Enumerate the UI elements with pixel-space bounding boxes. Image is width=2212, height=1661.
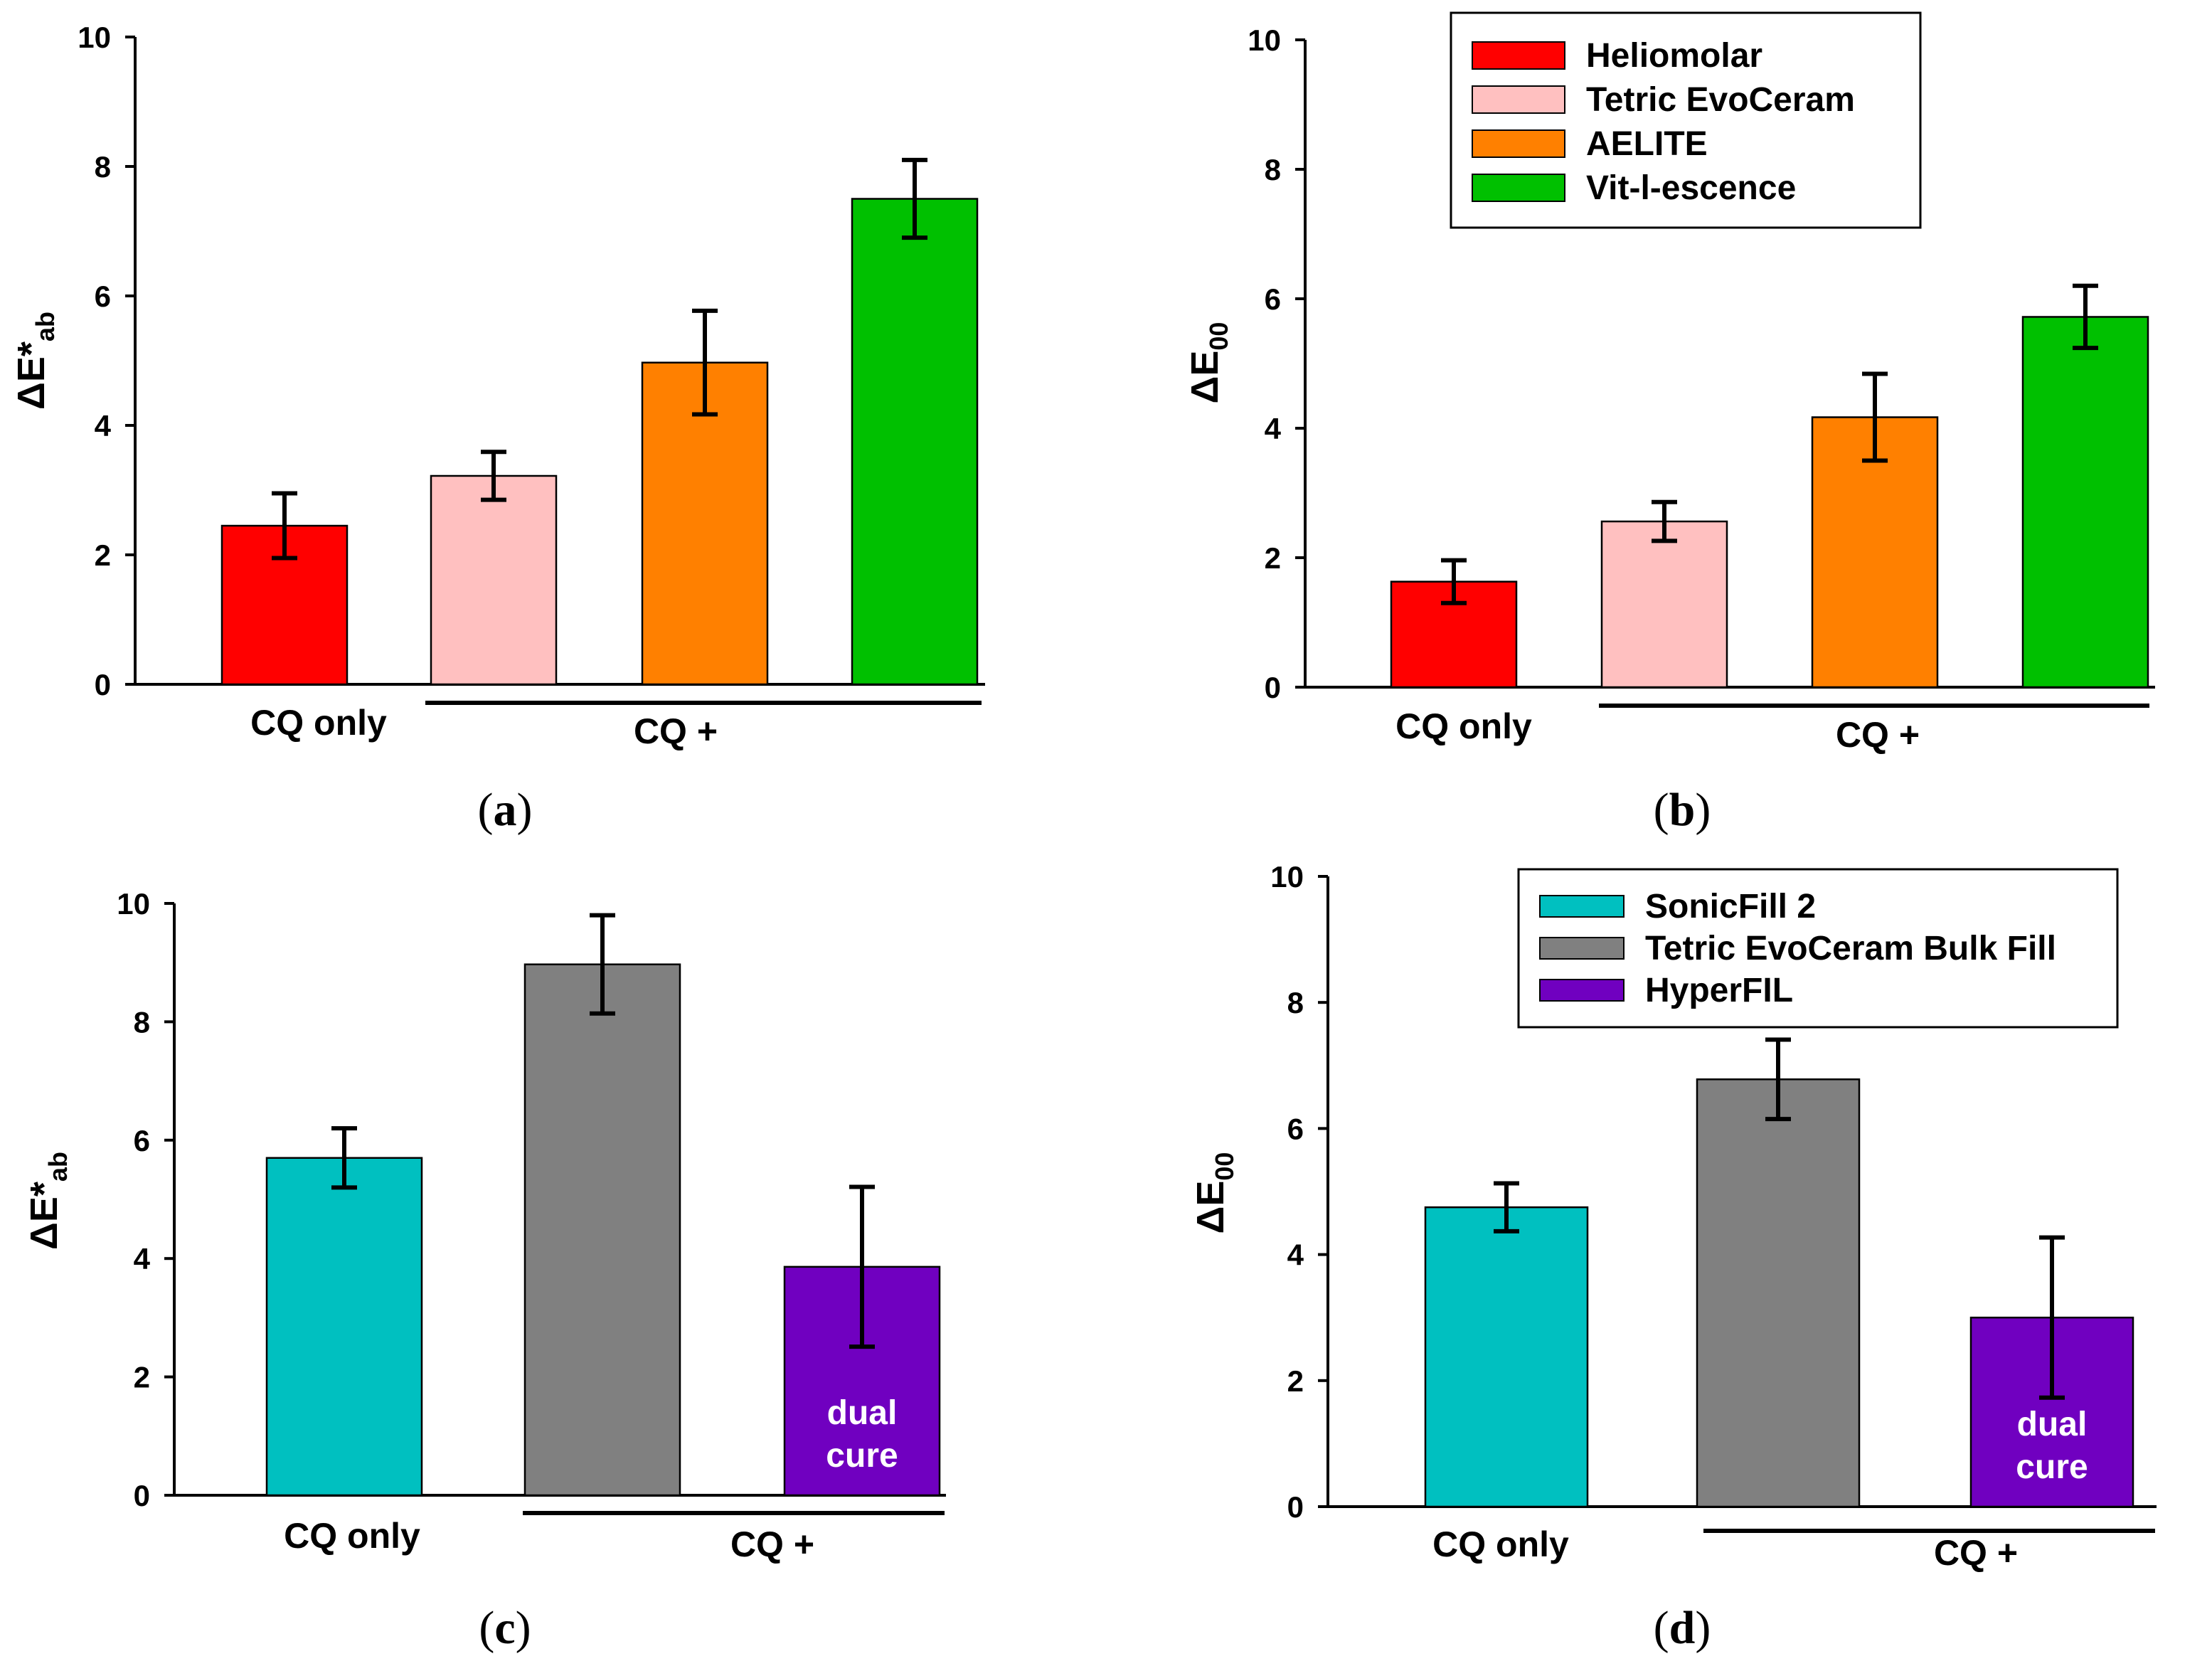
y-tick-label: 4 <box>1287 1238 1304 1272</box>
y-tick-label: 6 <box>1287 1112 1304 1145</box>
panel-letter: d <box>1669 1602 1696 1654</box>
bar-inner-label-line: dual <box>2017 1406 2088 1443</box>
bar <box>1696 1078 1861 1508</box>
legend-swatch <box>1539 937 1625 960</box>
y-tick-label: 10 <box>1270 860 1304 893</box>
panel-paren-open: ( <box>1654 784 1669 836</box>
y-tick-label: 0 <box>1287 1490 1304 1524</box>
legend-label: SonicFill 2 <box>1645 888 1816 925</box>
panel-label: (d) <box>1654 1602 1711 1654</box>
group-label: CQ only <box>284 1516 420 1556</box>
panel-paren-close: ) <box>516 1602 531 1654</box>
chart-c: 0 2 4 6 8 10 ΔE*ab dual cure CQ only CQ + (c) <box>23 887 946 1654</box>
legend: Heliomolar Tetric EvoCeram AELITE Vit-l-esc… <box>1450 11 1922 229</box>
y-axis-label: ΔE00 <box>1184 322 1233 404</box>
panel-letter: c <box>494 1602 515 1654</box>
y-tick-label: 2 <box>134 1361 150 1394</box>
panel-paren-close: ) <box>517 784 533 836</box>
panel-paren-open: ( <box>478 784 494 836</box>
group-label: CQ + <box>634 711 718 751</box>
panel-paren-close: ) <box>1695 784 1711 836</box>
legend-swatch <box>1472 129 1565 158</box>
y-axis-label-main: ΔE* <box>23 1182 65 1250</box>
legend-swatch <box>1472 41 1565 70</box>
bar-inner-label-line: dual <box>827 1394 898 1432</box>
bar <box>265 1157 423 1497</box>
y-tick-label: 8 <box>134 1005 150 1039</box>
chart-d: 0 2 4 6 8 10 ΔE00 dual cure CQ only CQ + (d) SonicFi… <box>1189 860 2157 1654</box>
panel-label: (a) <box>478 784 533 836</box>
y-tick-label: 8 <box>1287 986 1304 1019</box>
group-label: CQ only <box>1432 1524 1569 1564</box>
group-label: CQ only <box>250 703 387 743</box>
bar <box>430 474 558 686</box>
chart-a: 0 2 4 6 8 10 ΔE*ab CQ only CQ + (a) <box>10 21 985 836</box>
y-tick-label: 6 <box>95 280 111 313</box>
legend-swatch <box>1472 85 1565 114</box>
bar-inner-label: dual cure <box>2016 1406 2088 1486</box>
legend-swatch <box>1539 979 1625 1002</box>
legend-label: Tetric EvoCeram <box>1586 81 1855 119</box>
y-tick-label: 4 <box>134 1242 151 1275</box>
panel-label: (c) <box>479 1602 531 1654</box>
group-label: CQ + <box>1934 1533 2018 1573</box>
y-tick-label: 0 <box>95 668 111 701</box>
group-label: CQ only <box>1395 706 1532 746</box>
y-axis-label-sub: ab <box>31 312 60 341</box>
legend-swatch <box>1539 895 1625 918</box>
y-axis-label: ΔE00 <box>1189 1152 1239 1234</box>
legend-label: Heliomolar <box>1586 37 1762 75</box>
y-tick-label: 10 <box>1248 23 1281 57</box>
panel-letter: b <box>1669 784 1696 836</box>
bar <box>2021 316 2149 689</box>
y-axis-label-main: ΔE* <box>10 341 53 410</box>
y-axis-label-sub: ab <box>43 1152 73 1182</box>
legend-label: Tetric EvoCeram Bulk Fill <box>1645 930 2056 967</box>
group-label: CQ + <box>730 1524 814 1564</box>
panel-label: (b) <box>1654 784 1711 836</box>
y-tick-label: 0 <box>1265 671 1281 704</box>
y-tick-label: 4 <box>1265 412 1282 445</box>
bar-inner-label-line: cure <box>2016 1448 2088 1486</box>
y-tick-label: 8 <box>1265 153 1281 186</box>
y-tick-label: 0 <box>134 1479 150 1512</box>
panel-letter: a <box>494 784 517 836</box>
bar <box>523 963 681 1497</box>
y-axis-label-main: ΔE <box>1184 351 1226 404</box>
y-tick-label: 6 <box>134 1124 150 1157</box>
legend-swatch <box>1472 174 1565 202</box>
y-tick-label: 10 <box>78 21 111 54</box>
bar-inner-label-line: cure <box>826 1437 898 1475</box>
panel-paren-open: ( <box>479 1602 494 1654</box>
group-label: CQ + <box>1836 715 1920 755</box>
legend-label: HyperFIL <box>1645 972 1793 1009</box>
bar-inner-label: dual cure <box>826 1394 898 1475</box>
legend-label: AELITE <box>1586 125 1708 163</box>
y-tick-label: 2 <box>95 538 111 572</box>
panel-paren-open: ( <box>1654 1602 1669 1654</box>
y-tick-label: 2 <box>1265 541 1281 575</box>
bar <box>1600 520 1728 689</box>
y-axis-label-sub: 00 <box>1204 322 1233 351</box>
panel-paren-close: ) <box>1695 1602 1711 1654</box>
chart-b: 0 2 4 6 8 10 ΔE00 CQ only CQ + (b) Heliomolar Tetri… <box>1184 11 2155 836</box>
y-tick-label: 2 <box>1287 1364 1304 1398</box>
legend: SonicFill 2 Tetric EvoCeram Bulk Fill Hype… <box>1517 868 2119 1029</box>
y-tick-label: 4 <box>95 409 112 442</box>
bar <box>1424 1206 1589 1508</box>
legend-label: Vit-l-escence <box>1586 169 1796 207</box>
y-tick-label: 6 <box>1265 282 1281 316</box>
y-axis-label: ΔE*ab <box>23 1152 73 1250</box>
y-axis-label-main: ΔE <box>1189 1181 1232 1234</box>
y-axis-label: ΔE*ab <box>10 312 60 410</box>
bar <box>851 198 979 686</box>
y-tick-label: 8 <box>95 150 111 184</box>
y-axis-label-sub: 00 <box>1210 1152 1239 1181</box>
y-tick-label: 10 <box>117 887 150 920</box>
